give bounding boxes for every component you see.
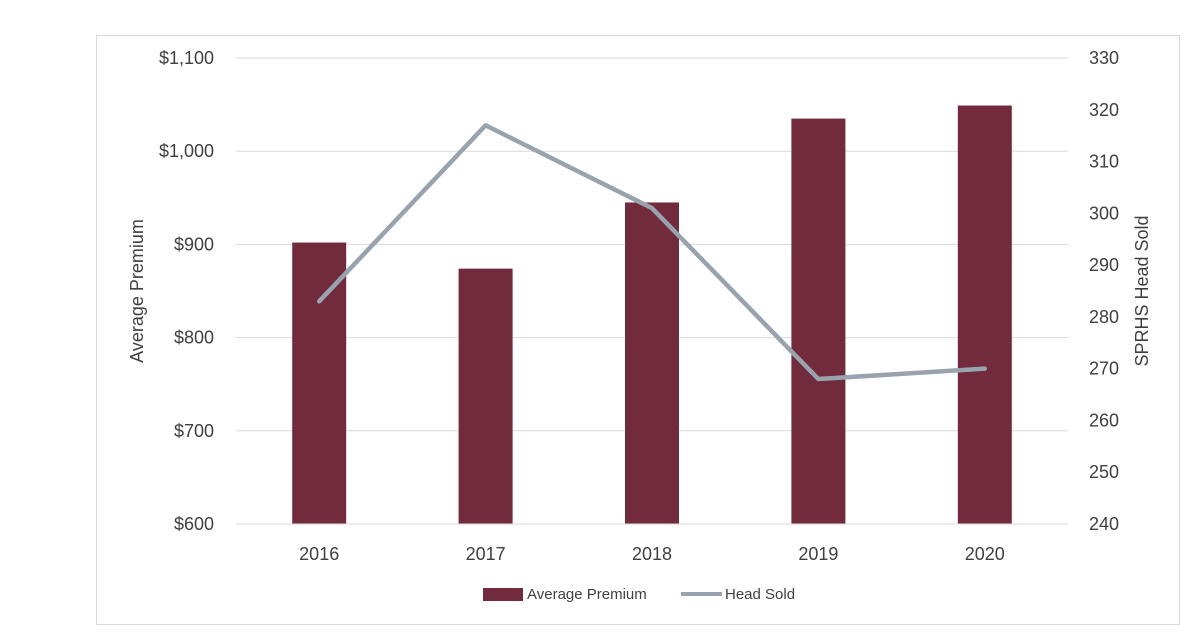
- x-tick-label: 2017: [466, 544, 506, 564]
- legend-label-average-premium: Average Premium: [527, 586, 647, 603]
- y2-tick-label: 330: [1089, 48, 1119, 68]
- y2-tick-label: 310: [1089, 152, 1119, 172]
- y-tick-label: $900: [174, 234, 214, 254]
- y2-tick-label: 290: [1089, 255, 1119, 275]
- bar-average-premium: [292, 242, 347, 524]
- y2-tick-label: 280: [1089, 307, 1119, 327]
- bar-average-premium: [791, 118, 846, 524]
- bar-series: [292, 105, 1012, 525]
- y2-tick-label: 300: [1089, 203, 1119, 223]
- chart-frame: [96, 35, 1180, 625]
- y-axis-title: Average Premium: [127, 219, 147, 363]
- bar-average-premium: [957, 105, 1012, 525]
- line-series: [316, 123, 988, 382]
- y2-tick-label: 250: [1089, 462, 1119, 482]
- bar-average-premium: [625, 202, 679, 524]
- bar-average-premium: [458, 268, 513, 524]
- y-tick-label: $1,000: [159, 141, 214, 161]
- y2-tick-label: 270: [1089, 359, 1119, 379]
- x-tick-label: 2018: [632, 544, 672, 564]
- y-tick-label: $1,100: [159, 48, 214, 68]
- y2-tick-label: 320: [1089, 100, 1119, 120]
- y-tick-label: $700: [174, 421, 214, 441]
- x-tick-label: 2019: [798, 544, 838, 564]
- y-tick-label: $800: [174, 328, 214, 348]
- y2-tick-label: 240: [1089, 514, 1119, 534]
- x-tick-label: 2016: [299, 544, 339, 564]
- y2-tick-label: 260: [1089, 410, 1119, 430]
- y2-axis-title: SPRHS Head Sold: [1132, 215, 1152, 366]
- axes: $600 $700 $800 $900 $1,000 $1,100 240 250 260 270…: [159, 48, 1119, 564]
- x-tick-label: 2020: [965, 544, 1005, 564]
- legend-label-head-sold: Head Sold: [725, 586, 795, 603]
- legend-swatch-average-premium: [483, 588, 523, 601]
- legend: Average Premium Head Sold: [483, 586, 795, 603]
- y-tick-label: $600: [174, 514, 214, 534]
